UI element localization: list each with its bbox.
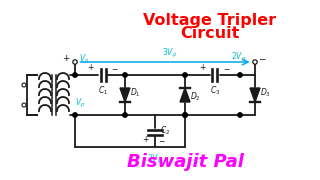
Circle shape <box>123 73 127 77</box>
Text: Biswajit Pal: Biswajit Pal <box>127 153 244 171</box>
Text: $D_2$: $D_2$ <box>190 91 201 103</box>
Circle shape <box>22 103 26 107</box>
Text: Circuit: Circuit <box>180 26 240 40</box>
Circle shape <box>238 113 242 117</box>
Text: $C_1$: $C_1$ <box>98 84 108 96</box>
Text: $V_p$: $V_p$ <box>79 53 89 66</box>
Text: $+$: $+$ <box>87 62 95 72</box>
Text: $D_3$: $D_3$ <box>260 87 271 99</box>
Circle shape <box>123 113 127 117</box>
Text: $-$: $-$ <box>258 53 267 62</box>
Circle shape <box>22 83 26 87</box>
Circle shape <box>253 60 257 64</box>
Text: $2V_p$: $2V_p$ <box>231 51 246 64</box>
Text: $V_p$: $V_p$ <box>75 96 85 110</box>
Polygon shape <box>250 88 260 102</box>
Text: $+$: $+$ <box>142 134 150 144</box>
Text: $-$: $-$ <box>158 135 166 144</box>
Text: Voltage Tripler: Voltage Tripler <box>143 12 276 28</box>
Text: $C_3$: $C_3$ <box>210 84 220 96</box>
Circle shape <box>183 73 187 77</box>
Polygon shape <box>120 88 130 102</box>
Text: $+$: $+$ <box>62 53 71 63</box>
Text: $D_1$: $D_1$ <box>130 87 141 99</box>
Circle shape <box>183 113 187 117</box>
Circle shape <box>183 113 187 117</box>
Circle shape <box>73 60 77 64</box>
Text: $3V_p$: $3V_p$ <box>162 47 178 60</box>
Circle shape <box>73 113 77 117</box>
Circle shape <box>73 73 77 77</box>
Polygon shape <box>180 88 190 102</box>
Text: $C_2$: $C_2$ <box>160 125 170 137</box>
Text: $+$: $+$ <box>199 62 207 72</box>
Text: $2V_p$: $2V_p$ <box>148 153 163 166</box>
Text: $-$: $-$ <box>223 63 231 72</box>
Text: $-$: $-$ <box>111 63 119 72</box>
Circle shape <box>238 73 242 77</box>
